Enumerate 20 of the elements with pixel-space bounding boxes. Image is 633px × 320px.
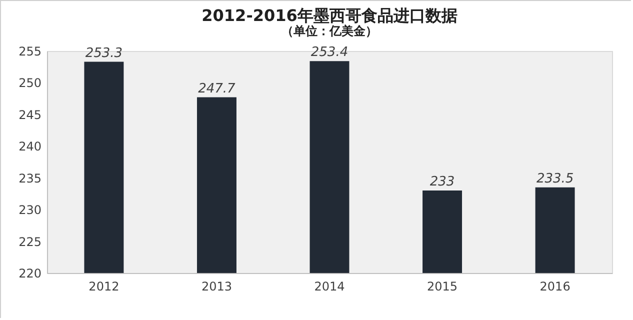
data-label: 233	[430, 174, 455, 190]
x-tick-label: 2016	[540, 280, 570, 294]
y-tick-label: 250	[18, 76, 42, 90]
y-tick-label: 230	[18, 203, 42, 218]
x-tick-label: 2014	[314, 280, 345, 294]
y-tick-label: 220	[18, 266, 42, 280]
y-tick-label: 255	[18, 44, 42, 58]
y-tick-label: 235	[18, 171, 42, 186]
data-label: 233.5	[536, 171, 574, 186]
data-label: 253.4	[310, 45, 348, 60]
chart-subtitle: （单位：亿美金）	[282, 24, 378, 38]
x-tick-label: 2015	[427, 280, 458, 294]
y-tick-label: 225	[18, 234, 42, 249]
x-tick-label: 2012	[88, 280, 120, 294]
y-tick-label: 240	[18, 140, 42, 154]
data-label: 253.3	[85, 46, 123, 61]
x-tick-label: 2013	[201, 280, 232, 294]
y-tick-label: 245	[18, 108, 42, 122]
chart-title: 2012-2016年墨西哥食品进口数据	[202, 6, 458, 25]
data-label: 247.7	[198, 81, 236, 96]
